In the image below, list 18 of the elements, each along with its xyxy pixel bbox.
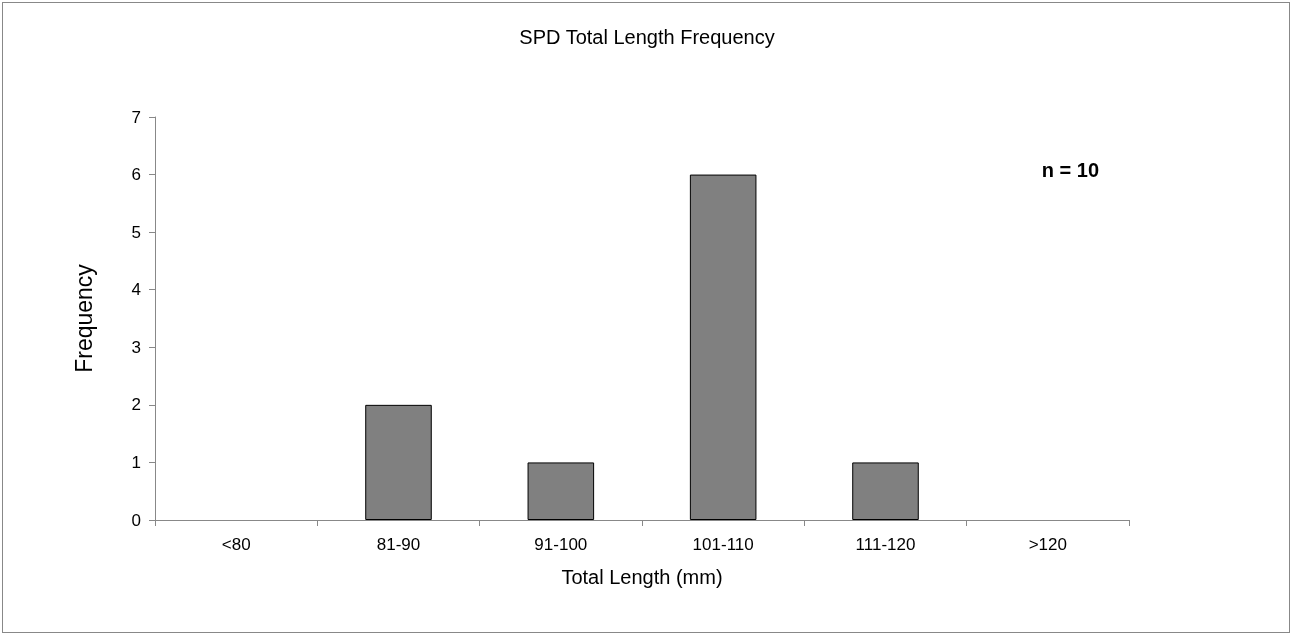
y-tick-label: 2 (131, 395, 141, 415)
x-tick-label: 81-90 (376, 535, 421, 554)
y-tick-label: 4 (131, 280, 141, 300)
y-tick-label: 5 (131, 222, 141, 242)
x-axis-title: Total Length (mm) (561, 566, 723, 588)
y-tick-label: 6 (131, 165, 141, 185)
x-tick-label: 91-100 (534, 535, 588, 554)
y-tick-label: 7 (131, 107, 141, 127)
x-tick-label: >120 (1028, 535, 1067, 554)
y-tick-label: 1 (131, 452, 141, 472)
chart-title: SPD Total Length Frequency (519, 26, 775, 48)
annotation: n = 10 (1041, 159, 1100, 181)
x-tick-label: <80 (221, 535, 251, 554)
y-axis-title: Frequency (70, 263, 97, 373)
y-tick-label: 0 (131, 510, 141, 530)
y-tick-label: 3 (131, 337, 141, 357)
x-tick-label: 101-110 (692, 535, 754, 554)
x-tick-label: 111-120 (855, 535, 916, 554)
